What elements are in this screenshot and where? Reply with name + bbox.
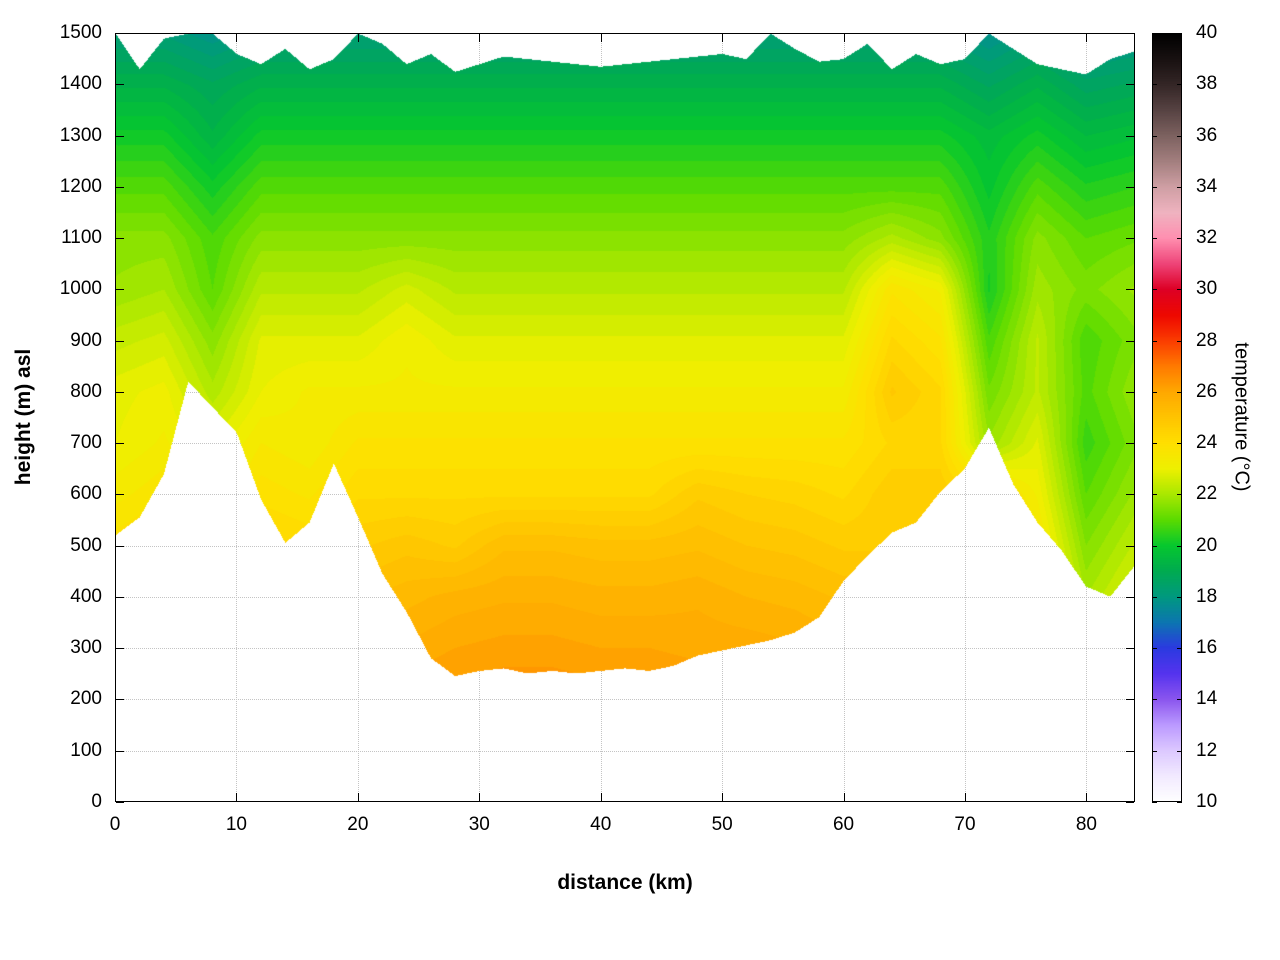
x-tick-label: 60 (832, 814, 855, 835)
colorbar-tick-label: 34 (1196, 175, 1218, 197)
cb-tick-mark (1177, 648, 1182, 650)
y-tick-label: 500 (70, 534, 102, 556)
cb-tick-mark (1152, 186, 1157, 188)
y-tick-mark (116, 802, 124, 803)
cb-tick-mark (1152, 391, 1157, 393)
colorbar-tick-label: 30 (1196, 278, 1218, 300)
y-tick-label: 1200 (59, 175, 102, 197)
cb-tick-mark (1177, 802, 1182, 803)
cb-tick-mark (1152, 648, 1157, 650)
cb-tick-mark (1177, 750, 1182, 752)
y-tick-label: 600 (70, 483, 102, 505)
x-axis-label: distance (km) (557, 871, 693, 894)
x-tick-label: 80 (1075, 814, 1097, 835)
cb-tick-mark (1152, 494, 1157, 496)
y-tick-label: 700 (70, 432, 102, 454)
cb-tick-mark (1177, 340, 1182, 342)
y-axis-label: height (m) asl (12, 348, 35, 486)
colorbar-tick-label: 22 (1196, 483, 1218, 505)
cb-tick-mark (1152, 750, 1157, 752)
colorbar-tick-label: 12 (1196, 739, 1218, 761)
cb-tick-mark (1152, 802, 1157, 803)
y-tick-label: 400 (70, 585, 102, 607)
y-tick-label: 100 (70, 739, 102, 761)
cb-tick-mark (1177, 494, 1182, 496)
cb-tick-mark (1177, 699, 1182, 701)
colorbar-tick-label: 40 (1196, 22, 1218, 43)
cb-tick-mark (1152, 699, 1157, 701)
cb-tick-mark (1152, 84, 1157, 86)
heatmap-canvas (115, 33, 1135, 802)
cb-tick-mark (1152, 33, 1157, 34)
colorbar-tick-label: 18 (1196, 585, 1218, 607)
colorbar-canvas (1152, 33, 1182, 802)
colorbar-tick-label: 24 (1196, 432, 1218, 454)
y-tick-label: 1100 (61, 227, 102, 249)
y-tick-label: 1300 (59, 124, 102, 146)
cb-tick-mark (1177, 289, 1182, 291)
cb-tick-mark (1177, 186, 1182, 188)
colorbar (1152, 33, 1182, 802)
y-tick-label: 300 (70, 637, 102, 659)
cb-tick-mark (1152, 340, 1157, 342)
x-tick-label: 70 (954, 814, 976, 835)
plot-area (115, 33, 1135, 803)
cb-tick-mark (1152, 443, 1157, 445)
cb-tick-mark (1177, 443, 1182, 445)
colorbar-tick-label: 14 (1196, 688, 1218, 710)
cb-tick-mark (1152, 238, 1157, 240)
y-tick-label: 800 (70, 380, 102, 402)
cb-tick-mark (1152, 596, 1157, 598)
cb-tick-mark (1177, 84, 1182, 86)
colorbar-tick-label: 10 (1196, 791, 1218, 812)
x-tick-label: 0 (109, 814, 121, 835)
x-tick-label: 10 (225, 814, 247, 835)
x-tick-label: 20 (347, 814, 369, 835)
colorbar-tick-label: 36 (1196, 124, 1218, 146)
y-tick-label: 0 (91, 791, 102, 812)
cb-tick-mark (1152, 545, 1157, 547)
y-tick-label: 1000 (59, 278, 102, 300)
x-tick-label: 30 (468, 814, 490, 835)
cb-tick-mark (1177, 391, 1182, 393)
x-tick-label: 40 (590, 814, 612, 835)
colorbar-tick-label: 28 (1196, 329, 1218, 351)
y-tick-mark (1126, 802, 1134, 803)
y-tick-label: 900 (70, 329, 102, 351)
y-tick-label: 1400 (59, 73, 102, 95)
cb-tick-mark (1177, 135, 1182, 137)
cb-tick-mark (1152, 289, 1157, 291)
cb-tick-mark (1177, 238, 1182, 240)
colorbar-tick-label: 16 (1196, 637, 1218, 659)
colorbar-label: temperature (°C) (1230, 342, 1253, 492)
cb-tick-mark (1177, 545, 1182, 547)
x-tick-label: 50 (711, 814, 733, 835)
colorbar-tick-label: 26 (1196, 380, 1218, 402)
cb-tick-mark (1177, 596, 1182, 598)
cb-tick-mark (1177, 33, 1182, 34)
colorbar-tick-label: 38 (1196, 73, 1218, 95)
colorbar-tick-label: 32 (1196, 227, 1218, 249)
y-tick-label: 200 (70, 688, 102, 710)
y-tick-label: 1500 (59, 22, 102, 43)
colorbar-tick-label: 20 (1196, 534, 1218, 556)
cb-tick-mark (1152, 135, 1157, 137)
